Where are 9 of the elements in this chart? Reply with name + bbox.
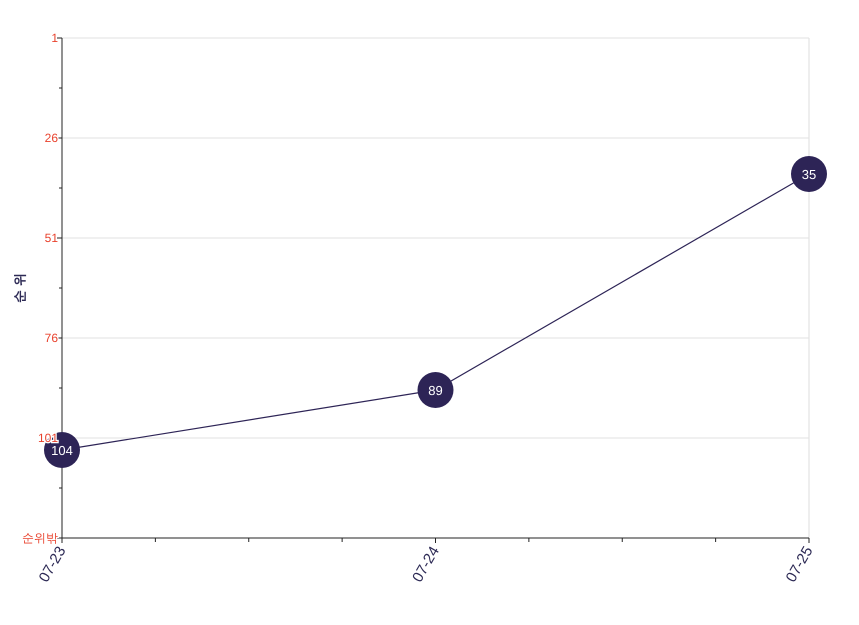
y-tick-label: 순위밖 xyxy=(22,531,58,545)
y-axis-title: 순 위 xyxy=(12,273,27,303)
y-tick-label: 26 xyxy=(44,131,58,145)
y-tick-label: 76 xyxy=(44,331,58,345)
y-tick-label: 1 xyxy=(51,31,58,45)
y-tick-label: 51 xyxy=(44,231,58,245)
data-label: 35 xyxy=(802,167,816,182)
data-label: 89 xyxy=(428,383,443,398)
data-label: 104 xyxy=(51,443,73,458)
